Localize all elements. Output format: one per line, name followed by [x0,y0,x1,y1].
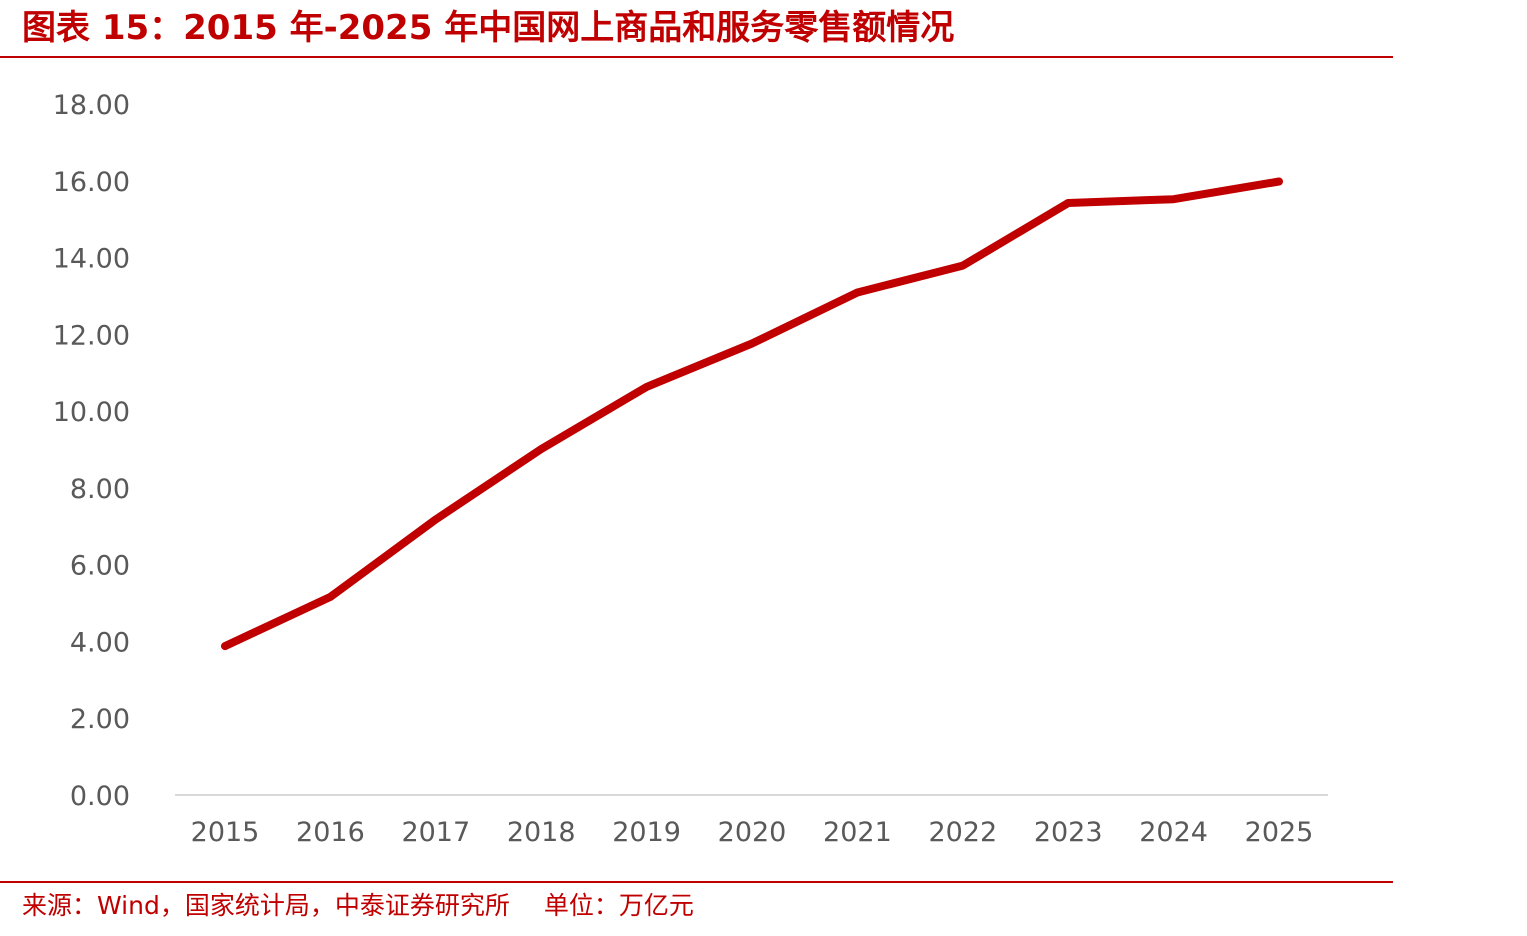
x-tick-label: 2023 [1034,817,1103,848]
y-tick-label: 14.00 [53,244,130,275]
y-tick-label: 10.00 [53,397,130,428]
x-tick-label: 2022 [928,817,997,848]
chart-title: 图表 15：2015 年-2025 年中国网上商品和服务零售额情况 [22,8,955,48]
y-axis-ticks: 0.00 2.00 4.00 6.00 8.00 10.00 12.00 14.00 16.00… [53,90,130,812]
x-tick-label: 2020 [718,817,787,848]
source-text: 来源：Wind，国家统计局，中泰证券研究所 [22,891,510,920]
y-tick-label: 16.00 [53,167,130,198]
y-tick-label: 0.00 [70,781,130,812]
x-tick-label: 2024 [1139,817,1208,848]
x-tick-label: 2016 [296,817,365,848]
x-tick-label: 2018 [507,817,576,848]
line-chart: 0.00 2.00 4.00 6.00 8.00 10.00 12.00 14.00 16.00… [53,90,1328,848]
title-divider [0,56,1393,58]
y-tick-label: 2.00 [70,704,130,735]
y-tick-label: 4.00 [70,627,130,658]
y-tick-label: 12.00 [53,320,130,351]
y-tick-label: 8.00 [70,474,130,505]
x-tick-label: 2025 [1245,817,1314,848]
footer-divider [0,881,1393,883]
source-note: 来源：Wind，国家统计局，中泰证券研究所 单位：万亿元 [22,886,694,926]
x-tick-label: 2019 [612,817,681,848]
x-tick-label: 2015 [191,817,260,848]
x-tick-label: 2021 [823,817,892,848]
unit-text: 单位：万亿元 [543,891,694,920]
y-tick-label: 18.00 [53,90,130,121]
x-tick-label: 2017 [401,817,470,848]
x-axis-ticks: 2015 2016 2017 2018 2019 2020 2021 2022 2023 2024… [191,817,1314,848]
series-line [221,177,1283,651]
y-tick-label: 6.00 [70,551,130,582]
